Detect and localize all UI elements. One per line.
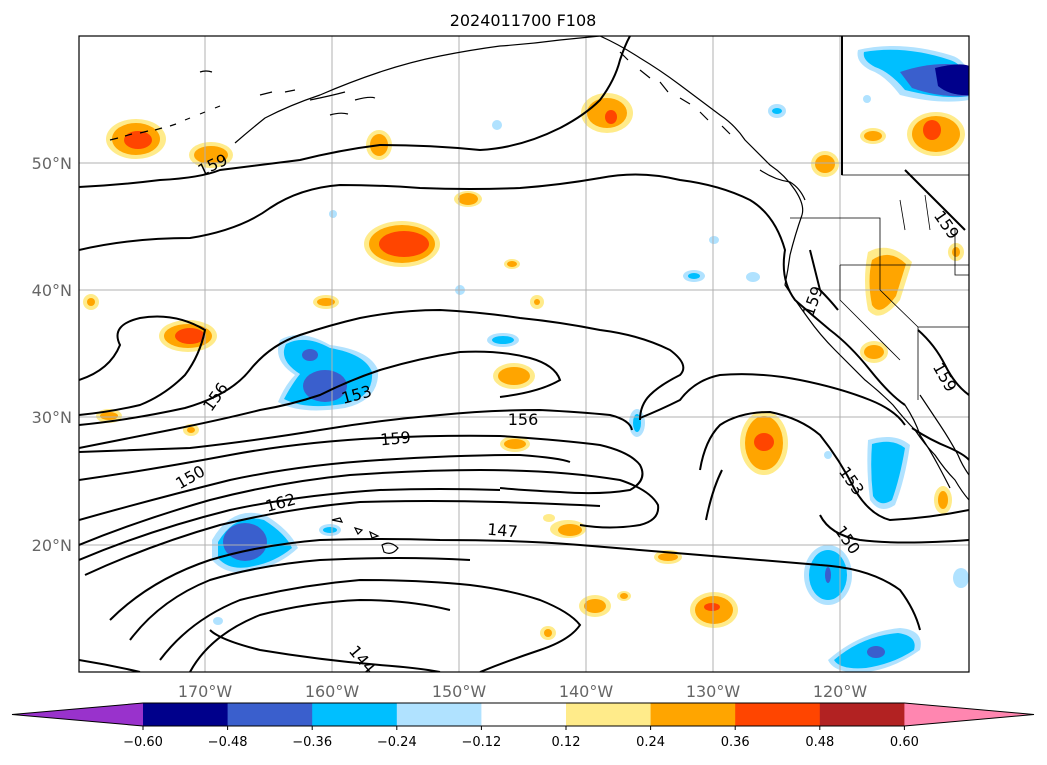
contour-label: 156 <box>508 410 539 429</box>
lat-label-50n: 50°N <box>32 154 72 173</box>
map-frame <box>78 35 970 673</box>
lon-label-160w: 160°W <box>305 682 360 701</box>
colorbar-segment <box>566 703 652 726</box>
colorbar-tick-label: 0.60 <box>890 735 919 750</box>
colorbar-tick-label: −0.48 <box>208 735 248 750</box>
contour-labels: 159 156 153 156 159 150 162 147 144 159 … <box>172 150 963 672</box>
colorbar-segment <box>481 703 567 726</box>
colorbar-segment <box>819 703 905 726</box>
anomaly-shading <box>83 46 969 672</box>
colorbar-segment <box>143 703 229 726</box>
lon-label-120w: 120°W <box>813 682 868 701</box>
contour-label: 159 <box>379 428 411 450</box>
lon-label-140w: 140°W <box>559 682 614 701</box>
colorbar-tick-label: 0.48 <box>805 735 834 750</box>
colorbar-tick-label: 0.36 <box>721 735 750 750</box>
longitude-labels: 170°W 160°W 150°W 140°W 130°W 120°W <box>178 682 868 701</box>
colorbar-tick-label: 0.24 <box>636 735 665 750</box>
map-area: 159 156 153 156 159 150 162 147 144 159 … <box>78 35 970 673</box>
colorbar-segment <box>312 703 398 726</box>
height-contours <box>79 36 969 672</box>
colorbar-tick-label: −0.24 <box>377 735 417 750</box>
latitude-labels: 50°N 40°N 30°N 20°N <box>32 154 72 555</box>
colorbar-tick-label: −0.36 <box>292 735 332 750</box>
lon-label-150w: 150°W <box>432 682 487 701</box>
coastlines <box>109 36 969 554</box>
colorbar-tick-label: −0.12 <box>461 735 501 750</box>
colorbar-segment <box>650 703 736 726</box>
colorbar-tick-label: −0.60 <box>123 735 163 750</box>
lon-label-130w: 130°W <box>686 682 741 701</box>
colorbar: −0.60 −0.48 −0.36 −0.24 −0.12 0.12 0.24 0.36 0.4… <box>11 702 1035 750</box>
map-title: 2024011700 F108 <box>450 11 597 30</box>
colorbar-extend-low <box>12 703 143 726</box>
lat-label-30n: 30°N <box>32 408 72 427</box>
positive-anomaly <box>83 93 965 640</box>
colorbar-tick-label: 0.12 <box>552 735 581 750</box>
colorbar-segment <box>227 703 313 726</box>
lat-label-40n: 40°N <box>32 281 72 300</box>
lon-label-170w: 170°W <box>178 682 233 701</box>
colorbar-segment <box>735 703 821 726</box>
contour-label: 147 <box>486 520 518 542</box>
lat-label-20n: 20°N <box>32 536 72 555</box>
negative-anomaly <box>212 46 969 672</box>
colorbar-extend-high <box>904 703 1034 726</box>
colorbar-segment <box>396 703 482 726</box>
